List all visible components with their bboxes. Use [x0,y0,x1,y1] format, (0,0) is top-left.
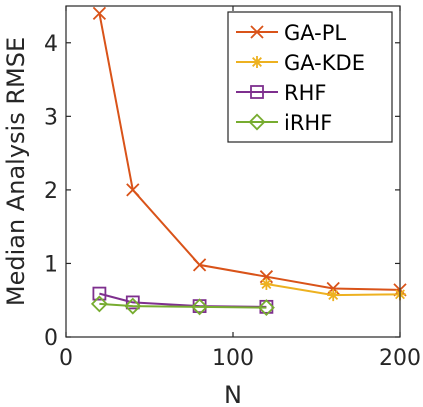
y-axis-label: Median Analysis RMSE [2,37,30,306]
x-axis-label: N [224,381,242,407]
data-point [192,258,207,272]
series-irhf [90,295,275,317]
y-tick-label: 0 [44,326,58,351]
legend: GA-PL GA-KDE RHF iRHF [227,11,393,143]
legend-entry: GA-PL [236,21,346,45]
legend-entry: iRHF [236,111,332,135]
legend-entry: GA-KDE [236,51,365,75]
data-point [326,281,340,296]
y-tick-label: 1 [44,252,58,277]
legend-label: GA-KDE [284,51,365,75]
y-tick-label: 2 [44,179,58,204]
data-point [260,278,273,291]
legend-entry: RHF [236,81,326,105]
data-point [124,297,142,315]
axes: 0 100 200 0 1 2 3 4 [44,5,421,371]
legend-label: RHF [284,81,326,105]
y-tick-label: 4 [44,32,58,57]
x-tick-label: 0 [59,346,73,371]
data-point [250,25,264,39]
data-point [92,286,107,301]
data-point [92,6,107,20]
series-rhf [92,286,274,314]
data-point [327,289,340,302]
legend-label: GA-PL [284,21,346,45]
data-point [125,295,140,310]
data-point [90,295,108,313]
data-point [250,85,264,99]
series-line [99,302,267,309]
series-line [98,13,401,291]
data-point [257,299,275,317]
data-point [248,113,266,131]
data-point [191,298,209,316]
data-point [126,183,140,197]
x-tick-label: 200 [379,346,421,371]
legend-label: iRHF [284,111,332,135]
data-point [251,56,263,68]
x-tick-label: 100 [212,346,254,371]
y-tick-label: 3 [44,105,58,130]
